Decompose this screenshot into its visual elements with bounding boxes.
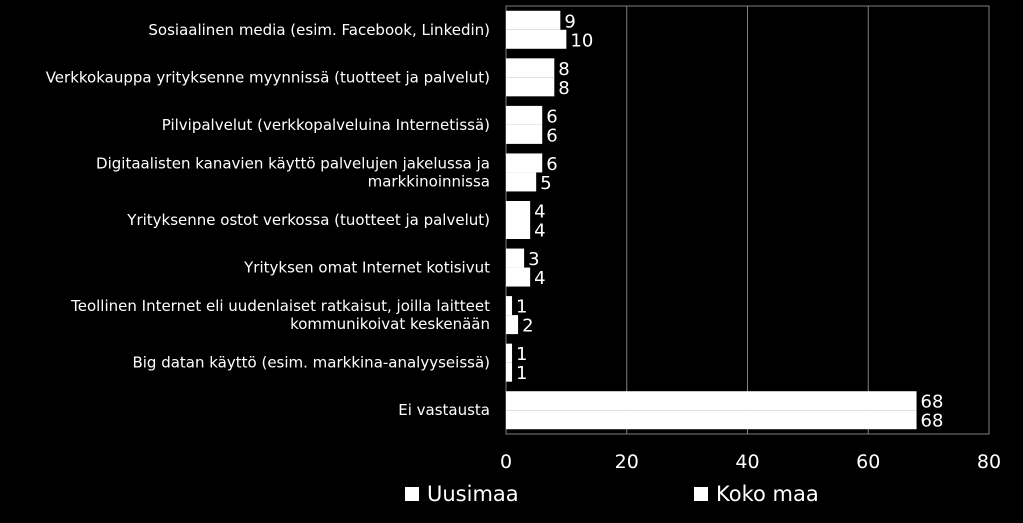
bar-koko-maa-2 [506,124,543,144]
x-tick-label-0: 0 [500,451,512,473]
data-label-uusimaa-0: 9 [564,11,575,32]
data-label-koko-maa-2: 6 [546,125,557,146]
legend: Uusimaa Koko maa [0,482,1023,512]
category-label-0: Sosiaalinen media (esim. Facebook, Linke… [148,21,490,39]
legend-swatch-koko-maa [694,487,708,501]
bar-koko-maa-7 [506,362,513,382]
data-label-uusimaa-1: 8 [558,59,569,80]
bar-koko-maa-3 [506,172,537,192]
category-label-5: Yrityksen omat Internet kotisivut [243,259,490,277]
data-label-uusimaa-8: 68 [921,392,944,413]
x-tick-label-4: 80 [977,451,1001,473]
bar-koko-maa-1 [506,77,555,97]
category-label-3-line-1: markkinoinnissa [368,172,490,190]
legend-label-uusimaa: Uusimaa [427,482,519,506]
bar-koko-maa-5 [506,267,531,287]
bar-uusimaa-0 [506,10,561,30]
bar-uusimaa-8 [506,391,917,411]
x-tick-label-3: 60 [856,451,880,473]
data-label-koko-maa-7: 1 [516,363,527,384]
category-label-2: Pilvipalvelut (verkkopalveluina Internet… [162,116,490,134]
category-label-8: Ei vastausta [398,401,490,419]
data-label-koko-maa-0: 10 [570,30,593,51]
x-tick-label-2: 40 [735,451,759,473]
data-label-koko-maa-8: 68 [921,411,944,432]
data-label-koko-maa-3: 5 [540,173,551,194]
bar-uusimaa-6 [506,296,513,316]
bar-koko-maa-6 [506,315,519,335]
bar-uusimaa-4 [506,201,531,220]
data-label-koko-maa-1: 8 [558,78,569,99]
bar-koko-maa-0 [506,29,567,49]
category-label-7: Big datan käyttö (esim. markkina-analyys… [132,354,490,372]
data-label-uusimaa-4: 4 [534,202,545,223]
data-label-uusimaa-3: 6 [546,154,557,175]
legend-item-koko-maa: Koko maa [694,482,819,506]
bar-uusimaa-1 [506,58,555,78]
x-tick-label-1: 20 [615,451,639,473]
bar-uusimaa-3 [506,153,543,173]
data-label-uusimaa-6: 1 [516,297,527,318]
bar-koko-maa-4 [506,220,531,239]
category-label-6-line-1: kommunikoivat keskenään [290,315,490,333]
data-label-koko-maa-4: 4 [534,221,545,242]
legend-label-koko-maa: Koko maa [716,482,819,506]
legend-item-uusimaa: Uusimaa [405,482,519,506]
bar-uusimaa-2 [506,105,543,125]
chart: 0 20 40 60 80 910 Sosiaalinen media (esim. Fac… [46,5,1001,473]
data-label-koko-maa-6: 2 [522,316,533,337]
category-label-4: Yrityksenne ostot verkossa (tuotteet ja … [126,211,490,229]
category-label-1: Verkkokauppa yrityksenne myynnissä (tuot… [46,68,490,86]
data-label-uusimaa-5: 3 [528,249,539,270]
category-label-6-line-0: Teollinen Internet eli uudenlaiset ratka… [70,297,490,315]
data-label-koko-maa-5: 4 [534,268,545,289]
legend-swatch-uusimaa [405,487,419,501]
category-label-3-line-0: Digitaalisten kanavien käyttö palvelujen… [96,154,490,172]
bar-uusimaa-7 [506,343,513,363]
bar-uusimaa-5 [506,248,525,268]
data-label-uusimaa-7: 1 [516,344,527,365]
data-label-uusimaa-2: 6 [546,106,557,127]
bar-koko-maa-8 [506,410,917,430]
